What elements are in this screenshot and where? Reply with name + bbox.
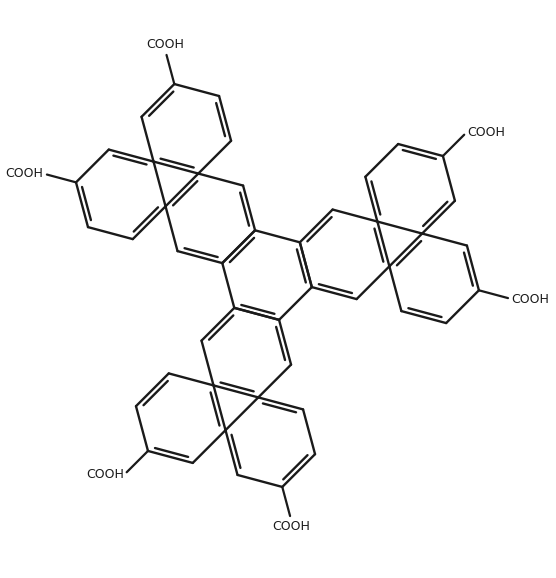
Text: COOH: COOH xyxy=(467,125,505,139)
Text: COOH: COOH xyxy=(512,292,549,306)
Text: COOH: COOH xyxy=(147,38,185,51)
Text: COOH: COOH xyxy=(6,167,43,180)
Text: COOH: COOH xyxy=(272,520,310,532)
Text: COOH: COOH xyxy=(86,468,124,481)
